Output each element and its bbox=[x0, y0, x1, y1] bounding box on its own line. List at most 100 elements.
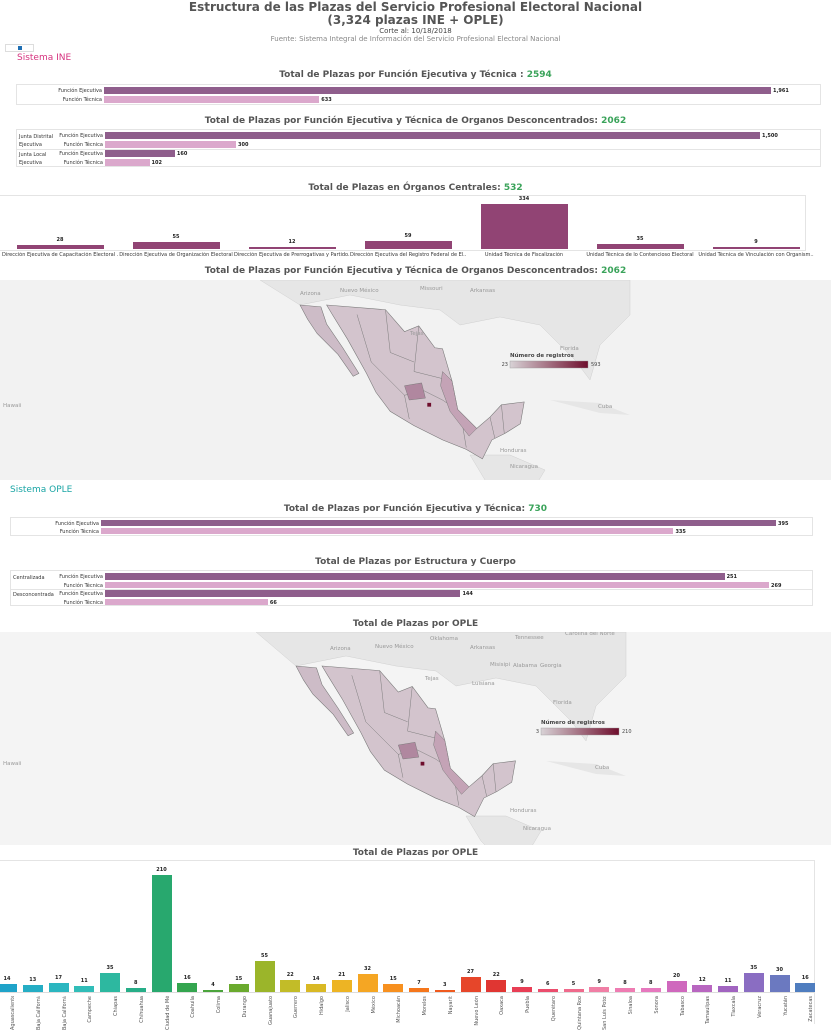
section-ine-label: Sistema INE bbox=[17, 53, 72, 63]
ople-state-bar bbox=[74, 985, 95, 992]
bar-category-label: Función Técnica bbox=[63, 582, 103, 589]
ople-state-value-label: 8 bbox=[649, 979, 653, 986]
ople-state-value-label: 14 bbox=[3, 976, 11, 983]
ine-centrales-chart: 28 Dirección Ejecutiva de Capacitación El… bbox=[0, 195, 814, 258]
ople-state-value-label: 8 bbox=[134, 979, 138, 986]
ople-state-bar bbox=[100, 972, 120, 992]
map-place-label: Nuevo México bbox=[375, 643, 414, 650]
ople-state-bar bbox=[254, 961, 275, 992]
ople-state-category-label: Durango bbox=[241, 996, 248, 1018]
bar-category-label: Función Técnica bbox=[63, 160, 103, 166]
map-place-label: Oklahoma bbox=[430, 636, 458, 642]
ople-state-category-label: Baja California Sur bbox=[61, 996, 68, 1030]
map-place-label: Florida bbox=[560, 346, 579, 352]
ople-states-chart: 14 Aguascalientes 13 Baja California 17 Baja … bbox=[0, 860, 816, 1030]
ople-state-value-label: 8 bbox=[623, 979, 627, 986]
bar-value-label: 335 bbox=[675, 529, 686, 535]
bar-tecnica bbox=[105, 159, 150, 166]
bar-ejecutiva bbox=[105, 132, 760, 139]
centrales-category-label: Unidad Técnica de Vinculación con Organi… bbox=[698, 252, 814, 258]
map-legend-min: 3 bbox=[536, 729, 539, 735]
centrales-value-label: 334 bbox=[518, 196, 530, 202]
source-note: Fuente: Sistema Integral de Información … bbox=[270, 35, 561, 43]
ople-funcion-chart: Función Ejecutiva 395 Función Técnica 335 bbox=[10, 517, 813, 536]
bar-tecnica bbox=[101, 528, 674, 534]
ople-state-category-label: Querétaro bbox=[550, 996, 557, 1022]
state-guanajuato bbox=[404, 382, 426, 401]
map-place-label: Honduras bbox=[510, 808, 537, 814]
ople-state-value-label: 17 bbox=[55, 974, 62, 981]
map-place-label: Hawaii bbox=[3, 761, 22, 767]
bar-value-label: 1,500 bbox=[762, 133, 778, 139]
centrales-bar bbox=[713, 247, 800, 249]
map-place-label: Cuba bbox=[598, 404, 612, 410]
group-separator bbox=[11, 589, 812, 590]
ople-state-value-label: 35 bbox=[106, 964, 114, 971]
bar-tecnica bbox=[105, 598, 268, 605]
ople-state-category-label: Michoacán bbox=[396, 996, 403, 1023]
ople-state-value-label: 14 bbox=[312, 976, 320, 983]
centrales-category-label: Dirección Ejecutiva de Capacitación Elec… bbox=[2, 252, 118, 258]
bar-ejecutiva bbox=[101, 520, 776, 526]
map-place-label: Tejas bbox=[409, 331, 424, 337]
ine-map[interactable]: Número de registros 23 593 Hawaii Arkansas… bbox=[0, 280, 831, 480]
map-place-label: Alabama bbox=[513, 663, 537, 669]
ople-state-category-label: Sonora bbox=[653, 996, 660, 1014]
map-place-label: Arizona bbox=[300, 291, 321, 297]
map-legend-min: 23 bbox=[502, 362, 508, 368]
ople-state-category-label: Ciudad de México bbox=[164, 996, 171, 1030]
centrales-value-label: 55 bbox=[172, 233, 180, 240]
ople-state-category-label: Sinaloa bbox=[628, 996, 634, 1015]
ople-state-category-label: Chihuahua bbox=[138, 996, 145, 1023]
central-america-landmass bbox=[469, 454, 546, 480]
map-legend-max: 210 bbox=[622, 729, 632, 735]
ople-state-bar bbox=[563, 989, 584, 992]
map-place-label: Nuevo México bbox=[340, 287, 379, 294]
toggle-indicator-icon bbox=[18, 46, 22, 50]
group-label: Centralizada bbox=[13, 575, 45, 581]
bar-category-label: Función Ejecutiva bbox=[58, 88, 102, 94]
ople-state-bar bbox=[177, 983, 198, 992]
bar-category-label: Función Técnica bbox=[63, 142, 103, 148]
bar-value-label: 300 bbox=[238, 142, 249, 148]
map-canvas[interactable]: Número de registros 23 593 Hawaii Arkansas… bbox=[0, 280, 831, 480]
ople-state-category-label: Colima bbox=[216, 996, 222, 1014]
ople-state-category-label: Veracruz bbox=[756, 996, 763, 1018]
ople-estructura-chart: Función Ejecutiva 251 Función Técnica 269 Fu… bbox=[10, 570, 813, 606]
ople-state-value-label: 35 bbox=[750, 964, 758, 971]
ople-state-category-label: Quintana Roo bbox=[576, 996, 583, 1030]
dashboard-title: Estructura de las Plazas del Servicio Pr… bbox=[188, 0, 643, 14]
map-place-label: Arkansas bbox=[470, 288, 495, 294]
ople-state-category-label: Coahuila bbox=[190, 996, 197, 1018]
ople-map[interactable]: Número de registros 3 210 Hawaii Oklahoma A… bbox=[0, 632, 831, 845]
ople-state-category-label: Campeche bbox=[87, 996, 94, 1023]
centrales-category-label: Dirección Ejecutiva del Registro Federal… bbox=[350, 252, 466, 258]
ople-state-value-label: 13 bbox=[29, 976, 37, 983]
map-place-label: Carolina del Norte bbox=[565, 632, 615, 637]
toggle-button[interactable] bbox=[5, 44, 34, 52]
ople-state-bar bbox=[22, 984, 43, 992]
ine-centrales-title: Total de Plazas en Órganos Centrales: 53… bbox=[308, 183, 523, 193]
ople-state-bar bbox=[486, 979, 507, 992]
centrales-category-label: Unidad Técnica de lo Contencioso Elector… bbox=[586, 252, 694, 258]
ople-state-bar bbox=[306, 984, 326, 992]
map-canvas[interactable]: Número de registros 3 210 Hawaii Oklahoma A… bbox=[0, 632, 831, 845]
bar-category-label: Función Ejecutiva bbox=[59, 151, 103, 157]
map-place-label: Nicaragua bbox=[510, 464, 538, 470]
group-label: Junta Distrital Ejecutiva bbox=[19, 134, 54, 148]
bar-category-label: Función Ejecutiva bbox=[59, 133, 103, 139]
us-landmass bbox=[255, 632, 627, 742]
ople-state-bar bbox=[769, 975, 790, 992]
bar-value-label: 633 bbox=[321, 97, 332, 103]
ople-state-category-label: Nayarit bbox=[447, 996, 454, 1015]
ople-state-category-label: San Luis Potosí bbox=[602, 996, 609, 1030]
centrales-bar bbox=[365, 241, 452, 249]
ople-state-bar bbox=[383, 983, 404, 992]
ople-state-bar bbox=[692, 985, 713, 992]
us-landmass bbox=[259, 280, 631, 381]
ople-state-bar bbox=[357, 974, 378, 992]
mexico-states bbox=[299, 304, 525, 460]
ople-state-value-label: 22 bbox=[286, 971, 294, 978]
ople-state-value-label: 27 bbox=[467, 968, 474, 975]
centrales-bar bbox=[249, 247, 336, 249]
